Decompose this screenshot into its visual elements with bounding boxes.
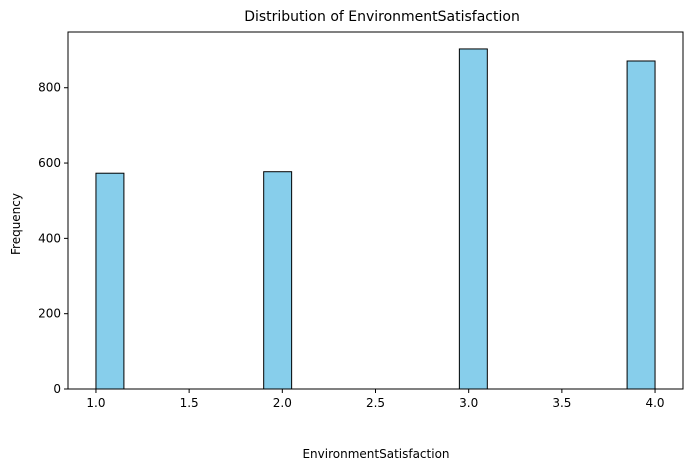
histogram-bar: [95, 172, 125, 390]
y-tick-label: 600: [38, 156, 61, 170]
plot-frame: [67, 31, 684, 390]
histogram-bar: [263, 171, 293, 390]
histogram-bar: [458, 48, 488, 390]
x-tick-label: 4.0: [645, 396, 664, 410]
x-axis-label: EnvironmentSatisfaction: [302, 447, 449, 461]
x-tick-label: 1.0: [86, 396, 105, 410]
y-axis-label: Frequency: [9, 193, 23, 255]
y-tick-label: 400: [38, 231, 61, 245]
chart-title: Distribution of EnvironmentSatisfaction: [244, 9, 520, 25]
x-tick-label: 3.5: [552, 396, 571, 410]
histogram-bars: [95, 48, 656, 390]
histogram-bar: [626, 60, 656, 390]
x-tick-label: 3.0: [459, 396, 478, 410]
x-tick-label: 2.0: [273, 396, 292, 410]
x-tick-label: 1.5: [180, 396, 199, 410]
y-tick-label: 800: [38, 81, 61, 95]
y-axis-ticks: 0 200 400 600 800: [38, 81, 68, 396]
y-tick-label: 200: [38, 307, 61, 321]
x-tick-label: 2.5: [366, 396, 385, 410]
x-axis-ticks: 1.0 1.5 2.0 2.5 3.0 3.5 4.0: [86, 389, 665, 410]
y-tick-label: 0: [53, 382, 61, 396]
